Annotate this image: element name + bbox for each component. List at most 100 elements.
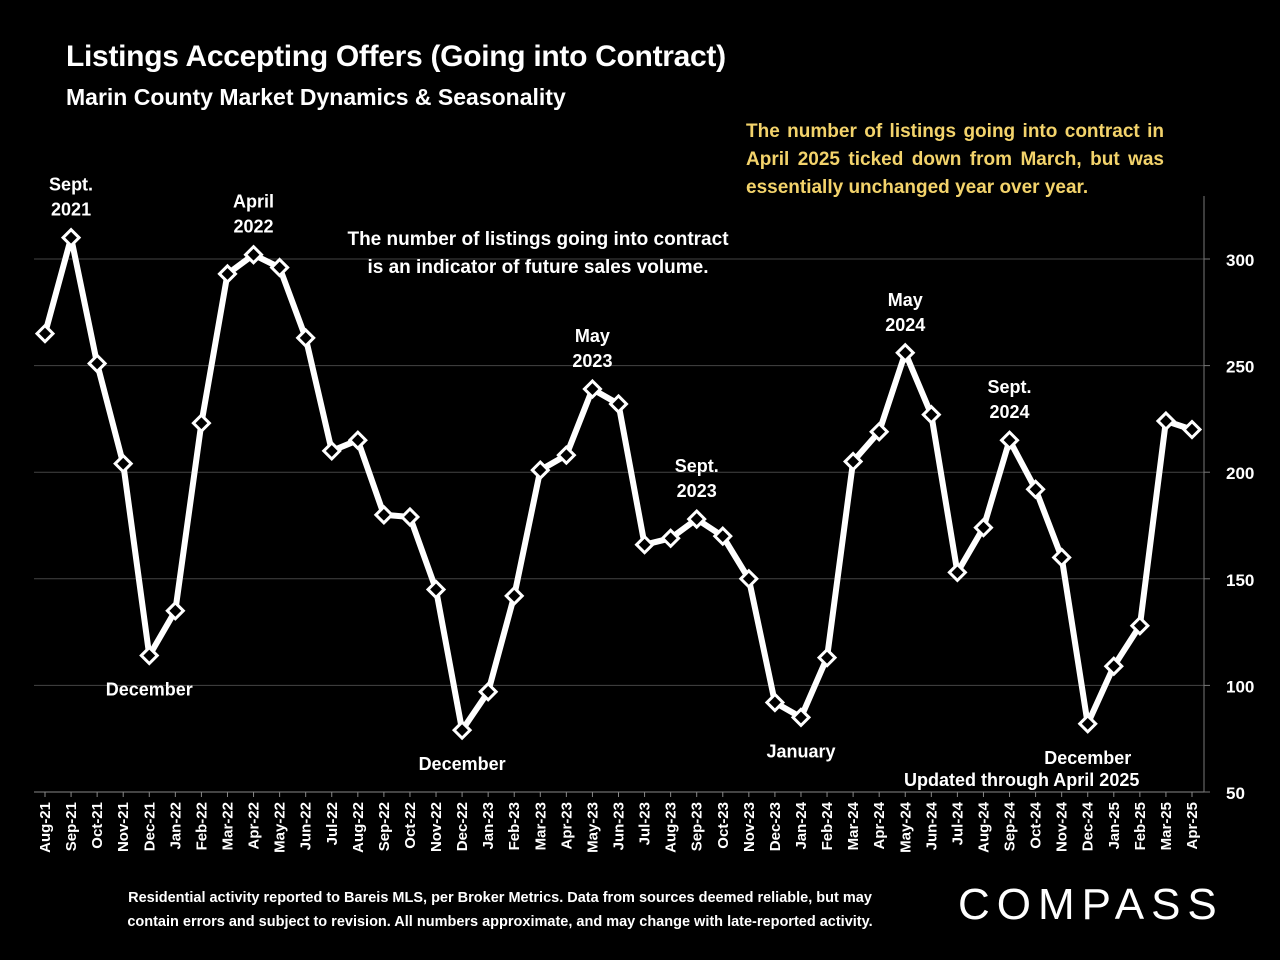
x-tick-label: Aug-22 (350, 802, 367, 853)
x-tick-label: Nov-21 (115, 802, 132, 852)
data-point-Nov-21 (113, 453, 134, 474)
data-point-Sep-24 (999, 430, 1020, 451)
y-tick-label-300: 300 (1226, 251, 1254, 270)
data-point-May-22 (269, 257, 290, 278)
x-tick-label: Oct-23 (715, 802, 732, 849)
x-tick-label: Sep-21 (63, 802, 80, 851)
data-point-Apr-22 (243, 244, 264, 265)
x-tick-label: Mar-23 (532, 802, 549, 850)
x-tick-label: Mar-24 (845, 801, 862, 850)
white-commentary-line1: The number of listings going into contra… (347, 229, 729, 250)
data-point-Feb-23 (504, 585, 525, 606)
y-axis: 50 100 150 200 250 300 (34, 196, 1254, 803)
annotation-label: 2023 (572, 351, 612, 371)
x-tick-label: Jul-24 (949, 801, 966, 845)
data-point-Oct-23 (712, 526, 733, 547)
annotations: Sept. 2021 December April 2022 December May 202… (49, 175, 1131, 774)
data-point-Jan-23 (478, 681, 499, 702)
data-point-Mar-22 (217, 263, 238, 285)
x-tick-label: Jun-22 (298, 802, 315, 850)
x-tick-label: May-23 (584, 802, 601, 853)
x-tick-label: Feb-22 (193, 802, 210, 850)
y-tick-label-50: 50 (1226, 784, 1245, 803)
data-point-Jan-25 (1103, 656, 1124, 677)
x-tick-label: Apr-23 (558, 802, 575, 850)
y-tick-label-200: 200 (1226, 464, 1254, 483)
x-tick-label: Nov-23 (741, 802, 758, 852)
data-point-Jul-23 (634, 534, 655, 555)
x-tick-label: Jan-24 (793, 801, 810, 849)
data-point-Dec-24 (1077, 713, 1098, 734)
data-point-Dec-23 (764, 692, 786, 713)
gridlines (34, 258, 1204, 686)
annotation-label: Sept. (49, 175, 93, 195)
data-point-Nov-23 (738, 568, 759, 589)
x-tick-label: Sep-23 (689, 802, 706, 851)
x-tick-label: Feb-23 (506, 802, 523, 850)
data-point-Nov-22 (425, 579, 447, 600)
x-tick-label: Sep-22 (376, 802, 393, 851)
data-point-Aug-23 (660, 528, 681, 549)
x-tick-label: Apr-22 (246, 802, 263, 850)
data-point-Jun-22 (295, 327, 316, 349)
y-tick-label-250: 250 (1226, 358, 1254, 377)
x-tick-label: Jun-23 (611, 802, 628, 850)
data-point-Dec-22 (451, 720, 473, 741)
x-tick-label: Feb-24 (819, 801, 836, 850)
x-tick-label: Jun-24 (923, 801, 940, 850)
series-polyline (42, 234, 1195, 734)
data-point-Mar-24 (842, 451, 864, 472)
data-point-Jan-22 (165, 600, 186, 621)
data-point-Jan-24 (790, 707, 812, 728)
annotation-label: May (575, 326, 610, 346)
data-point-Feb-22 (191, 413, 212, 434)
x-tick-label: Jan-23 (480, 802, 497, 850)
data-point-Jul-24 (947, 562, 968, 583)
x-tick-label: Feb-25 (1132, 802, 1149, 850)
data-point-Nov-24 (1051, 547, 1072, 568)
annotation-label: 2021 (51, 200, 91, 220)
data-point-Dec-21 (139, 645, 160, 666)
data-point-Oct-22 (399, 506, 421, 528)
annotation-label: May (888, 290, 923, 310)
annotation-label: January (766, 741, 835, 761)
data-point-Aug-21 (34, 323, 56, 344)
data-point-Apr-23 (556, 445, 577, 466)
data-point-Aug-24 (973, 517, 994, 538)
x-tick-label: Jul-22 (324, 802, 341, 845)
x-tick-label: Oct-22 (402, 802, 419, 849)
data-point-Jun-24 (921, 404, 942, 425)
white-commentary-line2: is an indicator of future sales volume. (367, 257, 709, 278)
annotation-label: December (419, 754, 506, 774)
x-tick-label: Jan-25 (1106, 802, 1123, 850)
x-tick-label: Aug-21 (37, 802, 54, 853)
x-tick-label: May-24 (897, 801, 914, 853)
data-point-Sep-22 (373, 504, 395, 525)
data-point-Apr-25 (1181, 419, 1203, 440)
annotation-label: Sept. (988, 377, 1032, 397)
x-tick-label: Dec-24 (1080, 801, 1097, 851)
annotation-label: 2024 (885, 315, 925, 335)
x-tick-label: Mar-25 (1158, 802, 1175, 850)
chart-subtitle: Marin County Market Dynamics & Seasonali… (66, 84, 566, 110)
annotation-label: 2023 (677, 481, 717, 501)
yellow-commentary: The number of listings going into contra… (746, 121, 1164, 198)
data-point-Apr-24 (869, 421, 890, 442)
x-tick-label: May-22 (272, 802, 289, 853)
x-tick-label: Apr-25 (1184, 802, 1201, 850)
white-commentary: The number of listings going into contra… (320, 226, 756, 282)
x-tick-label: Sep-24 (1002, 801, 1019, 851)
data-point-May-24 (895, 342, 916, 363)
data-point-Mar-25 (1155, 410, 1177, 432)
compass-logo: COMPASS (958, 880, 1224, 929)
annotation-label: December (1044, 748, 1131, 768)
series-line (34, 227, 1203, 741)
footnote: Residential activity reported to Bareis … (60, 886, 940, 934)
data-point-Jun-23 (608, 393, 629, 415)
footnote-line2: contain errors and subject to revision. … (127, 914, 873, 930)
y-tick-label-150: 150 (1226, 571, 1254, 590)
y-tick-label-100: 100 (1226, 677, 1254, 696)
x-tick-label: Dec-22 (454, 802, 471, 851)
chart-title: Listings Accepting Offers (Going into Co… (66, 40, 726, 73)
